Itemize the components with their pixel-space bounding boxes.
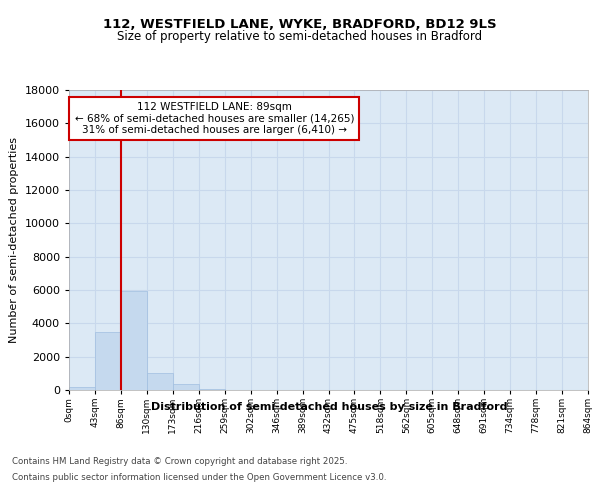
Bar — [173, 384, 199, 390]
Text: 112, WESTFIELD LANE, WYKE, BRADFORD, BD12 9LS: 112, WESTFIELD LANE, WYKE, BRADFORD, BD1… — [103, 18, 497, 30]
Text: Distribution of semi-detached houses by size in Bradford: Distribution of semi-detached houses by … — [151, 402, 507, 412]
Bar — [147, 374, 173, 390]
Y-axis label: Number of semi-detached properties: Number of semi-detached properties — [9, 137, 19, 343]
Bar — [121, 291, 147, 390]
Bar — [95, 332, 121, 390]
Text: Contains HM Land Registry data © Crown copyright and database right 2025.: Contains HM Land Registry data © Crown c… — [12, 458, 347, 466]
Text: Size of property relative to semi-detached houses in Bradford: Size of property relative to semi-detach… — [118, 30, 482, 43]
Text: 112 WESTFIELD LANE: 89sqm
← 68% of semi-detached houses are smaller (14,265)
31%: 112 WESTFIELD LANE: 89sqm ← 68% of semi-… — [74, 102, 354, 135]
Bar — [69, 386, 95, 390]
Text: Contains public sector information licensed under the Open Government Licence v3: Contains public sector information licen… — [12, 472, 386, 482]
Bar — [199, 388, 224, 390]
